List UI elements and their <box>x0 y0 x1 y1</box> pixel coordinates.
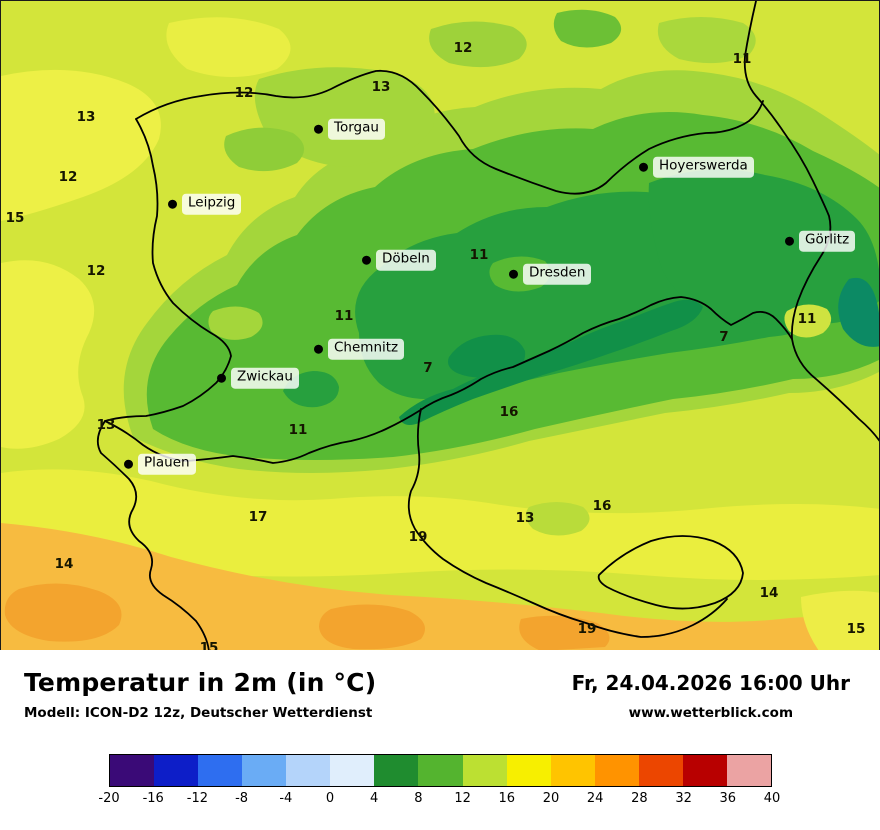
city-label: Chemnitz <box>328 338 405 360</box>
temperature-field-graphic <box>1 1 879 650</box>
scale-tick-label: 0 <box>325 791 335 806</box>
city-label: Döbeln <box>376 249 436 271</box>
temperature-value: 19 <box>577 621 597 637</box>
city-label: Görlitz <box>799 230 856 252</box>
temperature-value: 14 <box>54 556 74 572</box>
city-label: Dresden <box>523 263 592 285</box>
city-dot-icon <box>509 269 518 279</box>
city-dot-icon <box>168 199 177 209</box>
city-label: Zwickau <box>231 367 299 389</box>
city-dot-icon <box>314 344 323 354</box>
temperature-value: 13 <box>76 109 96 125</box>
scale-tick-label: 8 <box>414 791 423 806</box>
state-border-lines <box>96 1 879 650</box>
scale-tick-label: -4 <box>279 791 293 806</box>
temperature-field-blobs <box>1 9 879 650</box>
scale-color-cell <box>330 755 375 786</box>
city-dot-icon <box>217 373 226 383</box>
map-title: Temperatur in 2m (in °C) <box>24 668 377 697</box>
scale-color-cell <box>462 755 507 786</box>
city-marker: Görlitz <box>785 230 856 252</box>
temperature-value: 7 <box>423 360 433 376</box>
scale-color-cell <box>682 755 727 786</box>
city-marker: Hoyerswerda <box>639 156 754 178</box>
temperature-value: 11 <box>732 51 752 67</box>
city-marker: Zwickau <box>217 367 299 389</box>
city-label: Hoyerswerda <box>653 156 754 178</box>
scale-color-cell <box>594 755 639 786</box>
temperature-value: 13 <box>371 79 391 95</box>
scale-color-cell <box>242 755 287 786</box>
temperature-value: 11 <box>797 311 817 327</box>
temperature-value: 13 <box>515 510 535 526</box>
city-marker: Leipzig <box>168 193 242 215</box>
temperature-value: 11 <box>469 247 489 263</box>
temperature-value: 15 <box>199 640 219 650</box>
city-label: Leipzig <box>182 193 242 215</box>
city-label: Plauen <box>138 453 196 475</box>
scale-tick-label: -16 <box>142 791 164 806</box>
temperature-value: 14 <box>759 585 779 601</box>
scale-tick-label: 4 <box>370 791 379 806</box>
scale-color-cell <box>198 755 243 786</box>
scale-tick-label: 40 <box>763 791 781 806</box>
model-info: Modell: ICON-D2 12z, Deutscher Wetterdie… <box>24 705 373 721</box>
scale-color-cell <box>154 755 199 786</box>
scale-color-cell <box>506 755 551 786</box>
scale-tick-label: 28 <box>631 791 648 806</box>
temperature-value: 12 <box>86 263 106 279</box>
city-dot-icon <box>124 459 133 469</box>
city-dot-icon <box>314 124 323 134</box>
temperature-value: 11 <box>334 308 354 324</box>
temperature-value: 11 <box>288 422 308 438</box>
temperature-scale: -20 -16 -12 -8 -4 0 4 8 12 16 20 24 28 32 36 40 <box>98 754 780 809</box>
temperature-scale-bar <box>109 754 772 787</box>
city-marker: Döbeln <box>362 249 436 271</box>
city-dot-icon <box>639 162 648 172</box>
map-footer: Temperatur in 2m (in °C) Modell: ICON-D2… <box>0 650 880 830</box>
city-marker: Torgau <box>314 118 385 140</box>
temperature-value: 7 <box>719 329 729 345</box>
city-dot-icon <box>362 255 371 265</box>
scale-tick-label: -20 <box>98 791 120 806</box>
scale-color-cell <box>726 755 771 786</box>
scale-tick-label: 12 <box>454 791 471 806</box>
city-marker: Chemnitz <box>314 338 405 360</box>
weather-map: Torgau Leipzig Hoyerswerda Döbeln Dresden Gör… <box>0 0 880 650</box>
scale-tick-label: 32 <box>675 791 692 806</box>
city-dot-icon <box>785 236 794 246</box>
scale-tick-label: -8 <box>235 791 249 806</box>
temperature-scale-ticks: -20 -16 -12 -8 -4 0 4 8 12 16 20 24 28 32 36 40 <box>98 791 780 809</box>
scale-color-cell <box>638 755 683 786</box>
scale-color-cell <box>418 755 463 786</box>
scale-tick-label: 36 <box>719 791 737 806</box>
temperature-value: 16 <box>592 498 612 514</box>
scale-tick-label: 24 <box>586 791 604 806</box>
scale-tick-label: 16 <box>498 791 516 806</box>
website-url: www.wetterblick.com <box>628 705 794 721</box>
temperature-value: 15 <box>5 210 25 226</box>
city-marker: Plauen <box>124 453 196 475</box>
temperature-value: 12 <box>453 40 473 56</box>
city-marker: Dresden <box>509 263 592 285</box>
scale-tick-label: -12 <box>186 791 209 806</box>
scale-color-cell <box>374 755 419 786</box>
city-label: Torgau <box>328 118 385 140</box>
temperature-value: 15 <box>846 621 866 637</box>
scale-tick-label: 20 <box>542 791 560 806</box>
temperature-value: 12 <box>234 85 254 101</box>
temperature-value: 13 <box>96 417 116 433</box>
temperature-value: 12 <box>58 169 78 185</box>
scale-color-cell <box>550 755 595 786</box>
scale-color-cell <box>286 755 331 786</box>
temperature-value: 16 <box>499 404 519 420</box>
scale-color-cell <box>110 755 155 786</box>
temperature-value: 19 <box>408 529 428 545</box>
forecast-datetime: Fr, 24.04.2026 16:00 Uhr <box>571 671 850 695</box>
temperature-value: 17 <box>248 509 268 525</box>
